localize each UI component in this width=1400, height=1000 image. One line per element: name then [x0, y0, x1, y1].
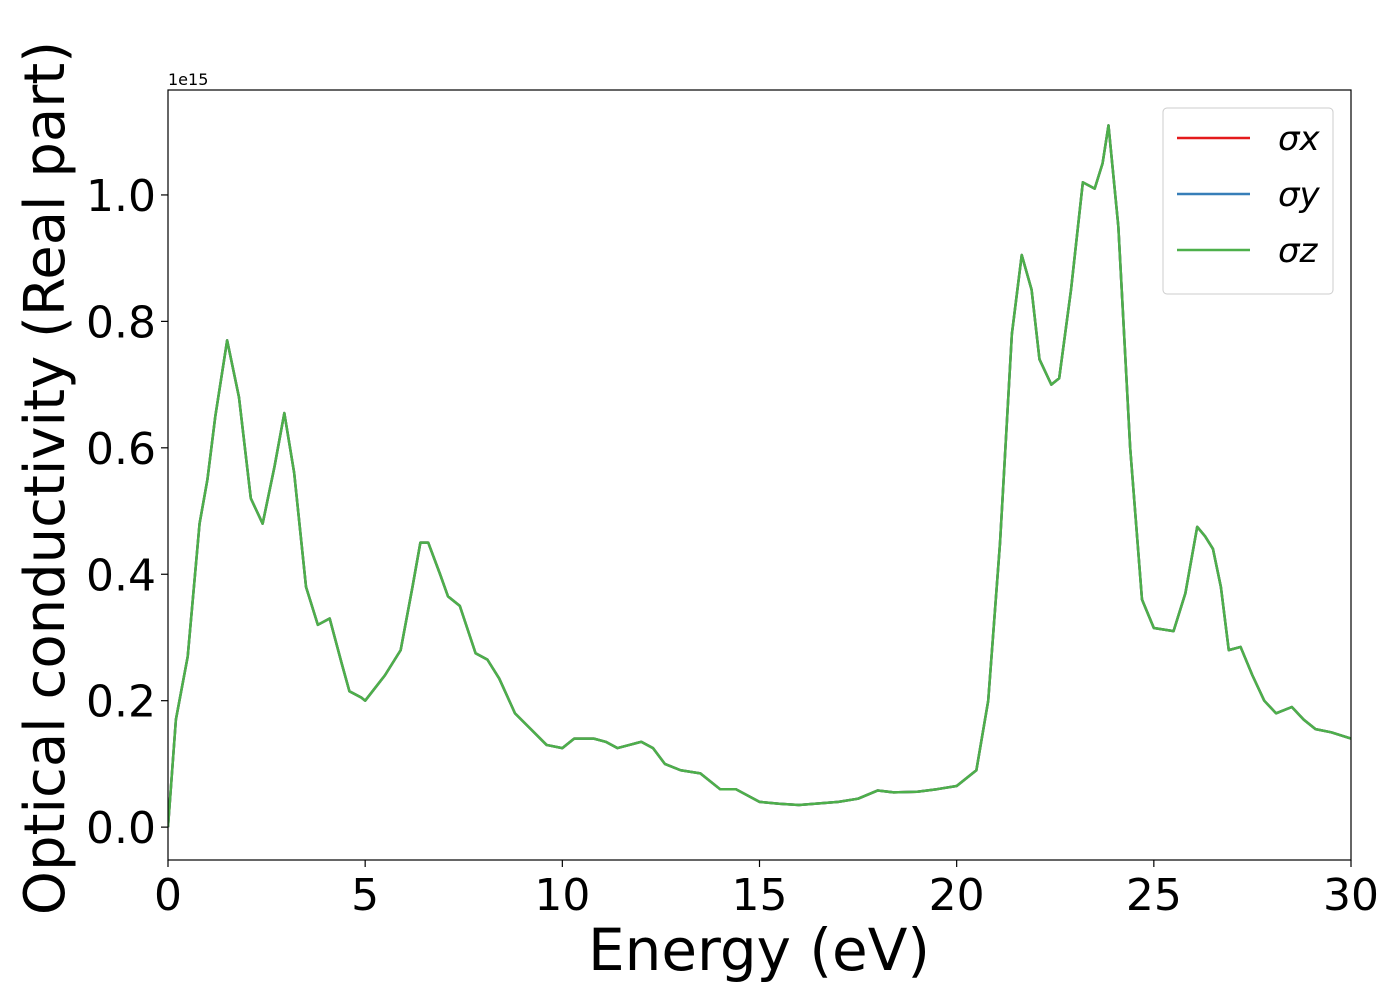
x-tick-label: 30: [1323, 870, 1379, 921]
y-tick-label: 0.6: [86, 424, 156, 475]
x-tick-label: 5: [351, 870, 379, 921]
plot-frame: [167, 89, 1352, 861]
x-axis-label: Energy (eV): [588, 916, 930, 984]
y-tick-label: 0.0: [86, 803, 156, 854]
y-axis-label: Optical conductivity (Real part): [13, 41, 78, 915]
y-tick-label: 0.8: [86, 297, 156, 348]
series-line: [168, 124, 1351, 828]
legend-box: [1162, 107, 1334, 295]
x-tick-label: 25: [1126, 870, 1182, 921]
y-tick-label: 0.2: [86, 677, 156, 728]
x-tick-label: 20: [929, 870, 985, 921]
y-offset-label: 1e15: [168, 70, 208, 89]
legend-label: σx: [1278, 119, 1321, 159]
y-tick-label: 1.0: [86, 171, 156, 222]
x-tick-label: 0: [154, 870, 182, 921]
legend-label: σy: [1278, 175, 1321, 215]
x-tick-label: 15: [732, 870, 788, 921]
x-tick-label: 10: [534, 870, 590, 921]
y-tick-label: 0.4: [86, 550, 156, 601]
legend-label: σz: [1278, 231, 1319, 271]
